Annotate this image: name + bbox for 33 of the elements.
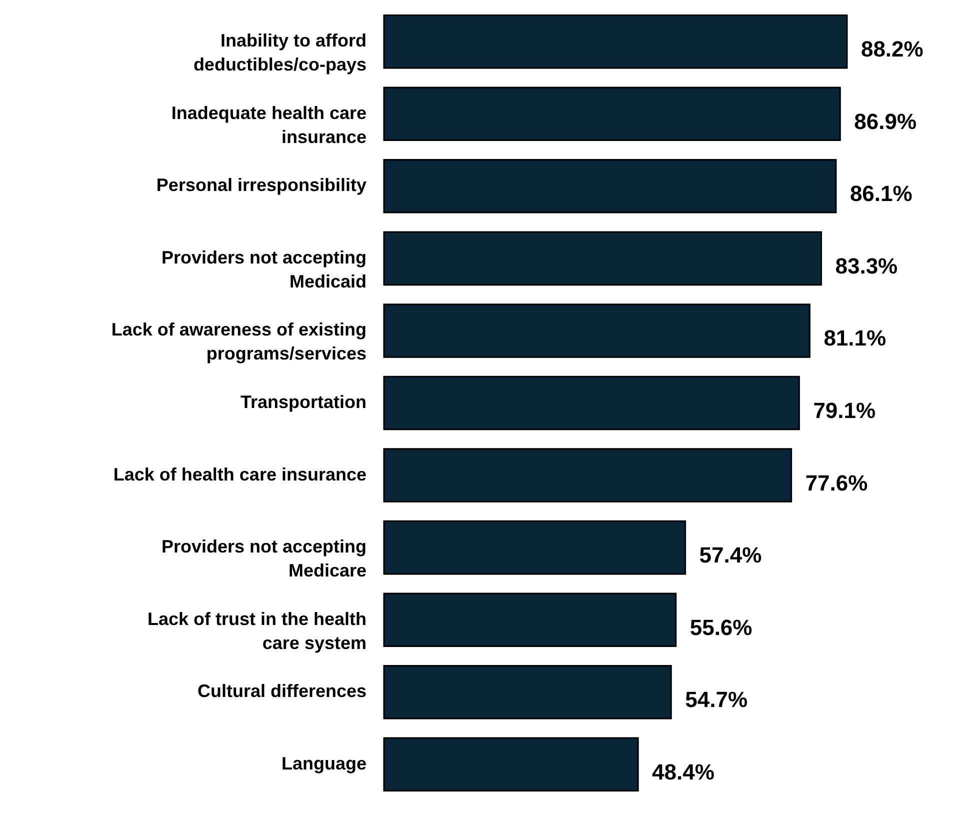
data-label: 88.2% [860,36,924,62]
y-tick-label: Providers not accepting Medicaid [161,247,366,292]
bar [383,159,837,214]
y-tick-label: Lack of awareness of existing programs/services [111,320,366,364]
data-label: 86.9% [854,108,917,134]
y-tick-label: Cultural differences [197,681,366,702]
bar [383,231,822,286]
data-label: 54.7% [685,687,748,712]
data-label: 55.6% [690,614,752,640]
data-label: 81.1% [824,326,886,351]
bar [383,664,672,720]
data-label: 77.6% [805,470,868,496]
y-tick-label: Personal irresponsibility [156,175,366,196]
bar [383,304,810,358]
bar [383,376,800,430]
y-tick-label: Lack of trust in the health care system [147,608,366,653]
y-tick-label: Language [281,753,366,774]
y-tick-label: Inability to afford deductibles/co-pays [193,30,366,75]
y-tick-label: Providers not accepting Medicare [161,536,366,581]
bar [383,520,686,575]
y-tick-label: Transportation [240,392,366,412]
y-tick-label: Inadequate health care insurance [171,102,366,147]
data-label: 79.1% [813,398,876,423]
bar [383,86,841,142]
bar [383,737,639,792]
y-tick-label: Lack of health care insurance [113,464,366,484]
bar [383,14,848,69]
data-label: 83.3% [835,253,898,278]
bar [383,448,792,502]
data-label: 48.4% [652,759,714,784]
data-label: 86.1% [850,181,912,206]
bar [383,592,677,647]
data-label: 57.4% [699,542,762,568]
